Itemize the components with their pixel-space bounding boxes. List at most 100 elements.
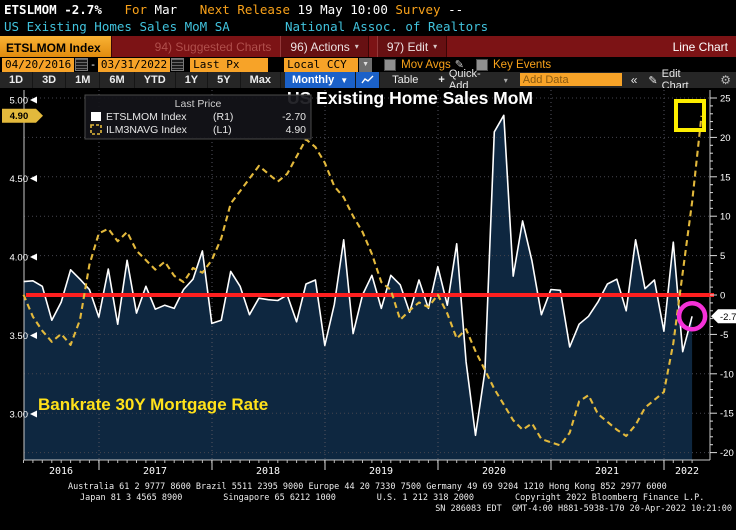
overlay-series-label: Bankrate 30Y Mortgage Rate [38,395,268,414]
calendar-icon[interactable] [171,58,185,71]
chevron-down-icon: ▾ [433,42,438,51]
x-axis-year-label: 2021 [595,466,619,477]
next-release-label: Next Release [199,2,291,17]
legend-header: Last Price [175,98,222,110]
security-description-row: US Existing Homes Sales MoM SA National … [4,18,488,35]
period-tab-1y[interactable]: 1Y [176,72,209,88]
left-axis-label: 3.00 [10,410,29,421]
add-data-input[interactable] [519,73,622,86]
pencil-icon: ✎ [648,74,658,87]
footer-contacts-line2: Japan 81 3 4565 8900 Singapore 65 6212 1… [80,493,705,503]
left-axis-last-value-badge [2,108,43,123]
footer-session-info: SN 286083 EDT GMT-4:00 H881-5938-170 20-… [435,504,732,514]
mov-avgs-checkbox[interactable] [384,58,397,71]
date-from-field[interactable]: 04/20/2016 [2,57,75,72]
legend-axis-ilm3navg: (L1) [213,124,232,136]
for-value [147,2,155,17]
footer: Australia 61 2 9777 8600 Brazil 5511 239… [0,482,736,515]
date-to-field[interactable]: 03/31/2022 [97,57,171,72]
x-axis-year-label: 2020 [482,466,506,477]
actions-label: 96) Actions [290,39,350,54]
spacer [102,2,125,17]
actions-menu[interactable]: 96) Actions ▾ [280,36,369,57]
x-axis-year-label: 2016 [49,466,73,477]
quick-add-button[interactable]: + Quick-Add ▾ [430,68,515,92]
period-tab-1d[interactable]: 1D [0,72,34,88]
highlight-circle-annotation [676,301,708,332]
price-chart[interactable]: 2016 2017 2018 2019 2020 2021 2022 25 20 15 10 5 0 -5… [0,88,736,480]
last-change [57,2,65,17]
spacer [177,2,200,17]
chart-title: US Existing Home Sales MoM [287,88,533,108]
chart-type-label: Line Chart [672,39,728,54]
plus-icon: + [438,74,445,86]
legend-box [84,94,312,140]
left-axis-label: 4.00 [10,253,29,264]
legend-value-etslmom: -2.70 [282,111,306,123]
key-events-label: Key Events [493,58,552,71]
date-separator: - [91,58,95,71]
pencil-icon[interactable]: ✎ [454,59,465,71]
settings-bar: 04/20/2016 - 03/31/2022 Last Px Local CC… [2,57,551,72]
footer-contacts-line1: Australia 61 2 9777 8600 Brazil 5511 239… [68,482,667,492]
left-axis-tick-arrow [30,175,37,182]
edit-chart-button[interactable]: ✎ Edit Chart [642,68,715,92]
edit-menu[interactable]: 97) Edit ▾ [376,36,448,57]
security-description: US Existing Homes Sales MoM SA [4,19,230,34]
collapse-panel-icon[interactable]: « [630,73,638,87]
period-tab-5y[interactable]: 5Y [208,72,241,88]
security-source: National Assoc. of Realtors [285,19,489,34]
currency-dropdown-button[interactable]: ▼ [359,57,373,72]
period-tab-1m[interactable]: 1M [66,72,101,88]
price-field-select[interactable]: Last Px [190,57,269,72]
left-axis-label: 3.50 [10,331,29,342]
for-label: For [124,2,148,17]
left-axis-last-value: 4.90 [10,111,29,122]
currency-select[interactable]: Local CCY [284,57,359,72]
menu-gap [112,36,146,57]
period-tab-3d[interactable]: 3D [33,72,67,88]
menu-bar: ETSLMOM Index 94) Suggested Charts 96) A… [0,36,736,57]
ilm3navg-line [22,115,703,447]
frequency-select[interactable]: Monthly ▼ [285,72,357,88]
legend-axis-etslmom: (R1) [213,111,233,123]
period-tab-ytd[interactable]: YTD [135,72,176,88]
for-month: Mar [154,2,178,17]
right-axis-label: -10 [720,369,734,380]
calendar-icon[interactable] [75,58,89,71]
right-axis-label: 15 [720,172,731,183]
line-chart-type-button[interactable] [356,72,381,88]
x-axis-year-label: 2017 [143,466,167,477]
menu-gap [369,36,377,57]
right-axis-label: 0 [720,291,725,302]
left-axis-label: 5.00 [10,96,29,107]
table-button[interactable]: Table [392,74,419,86]
legend-swatch-ilm3navg [90,124,102,135]
right-axis-label: 20 [720,133,731,144]
line-chart-icon [361,75,374,84]
suggested-charts-menu[interactable]: 94) Suggested Charts [154,39,272,54]
x-axis-year-label: 2022 [675,466,699,477]
period-tab-6m[interactable]: 6M [100,72,135,88]
left-axis-label: 4.50 [10,174,29,185]
chevron-down-icon: ▾ [354,42,359,51]
spacer [441,2,449,17]
gear-icon[interactable]: ⚙ [720,73,731,87]
x-axis-year-label: 2018 [256,466,280,477]
legend-name-ilm3navg: ILM3NAVG Index [106,124,188,136]
right-axis-last-value: -2.70 [720,312,736,323]
right-axis-label: -20 [720,448,734,459]
key-events-checkbox[interactable] [476,58,489,71]
chevron-down-icon: ▾ [503,75,508,85]
next-release-datetime: 19 May 10:00 [297,2,388,17]
security-header-row: ETSLMOM -2.7% For Mar Next Release 19 Ma… [4,1,463,18]
spacer [388,2,396,17]
right-axis-label: 10 [720,212,731,223]
x-axis-year-label: 2019 [369,466,393,477]
right-axis-last-value-badge [711,309,736,324]
period-tab-max[interactable]: Max [241,72,282,88]
left-axis-tick-arrow [30,96,37,104]
security-tab[interactable]: ETSLMOM Index [0,36,112,57]
survey-value: -- [448,2,464,17]
